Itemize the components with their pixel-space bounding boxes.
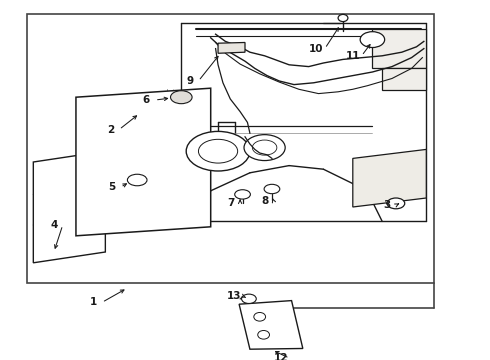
Text: 1: 1 — [90, 297, 97, 307]
Text: 3: 3 — [384, 200, 391, 210]
Ellipse shape — [387, 198, 405, 209]
Polygon shape — [353, 149, 426, 207]
Polygon shape — [239, 301, 303, 349]
Ellipse shape — [360, 32, 385, 48]
Ellipse shape — [338, 14, 348, 22]
Text: 9: 9 — [186, 76, 193, 86]
Text: 5: 5 — [108, 182, 115, 192]
Ellipse shape — [198, 139, 238, 163]
Text: 4: 4 — [50, 220, 58, 230]
Polygon shape — [33, 151, 105, 263]
Ellipse shape — [242, 294, 256, 303]
Ellipse shape — [127, 174, 147, 186]
Ellipse shape — [235, 190, 250, 199]
Ellipse shape — [244, 135, 285, 161]
Polygon shape — [218, 42, 245, 53]
Bar — [27, 14, 434, 283]
Polygon shape — [382, 68, 426, 90]
Text: 6: 6 — [143, 95, 149, 105]
Text: 8: 8 — [261, 196, 268, 206]
Ellipse shape — [186, 131, 250, 171]
Ellipse shape — [252, 140, 277, 155]
Polygon shape — [76, 88, 211, 236]
Text: 10: 10 — [309, 44, 323, 54]
Text: 7: 7 — [227, 198, 235, 208]
Polygon shape — [372, 29, 426, 68]
Text: 12: 12 — [273, 353, 288, 360]
Text: 2: 2 — [107, 125, 114, 135]
Text: 11: 11 — [345, 51, 360, 61]
Ellipse shape — [171, 91, 192, 104]
Ellipse shape — [264, 184, 280, 194]
Text: 13: 13 — [227, 291, 242, 301]
